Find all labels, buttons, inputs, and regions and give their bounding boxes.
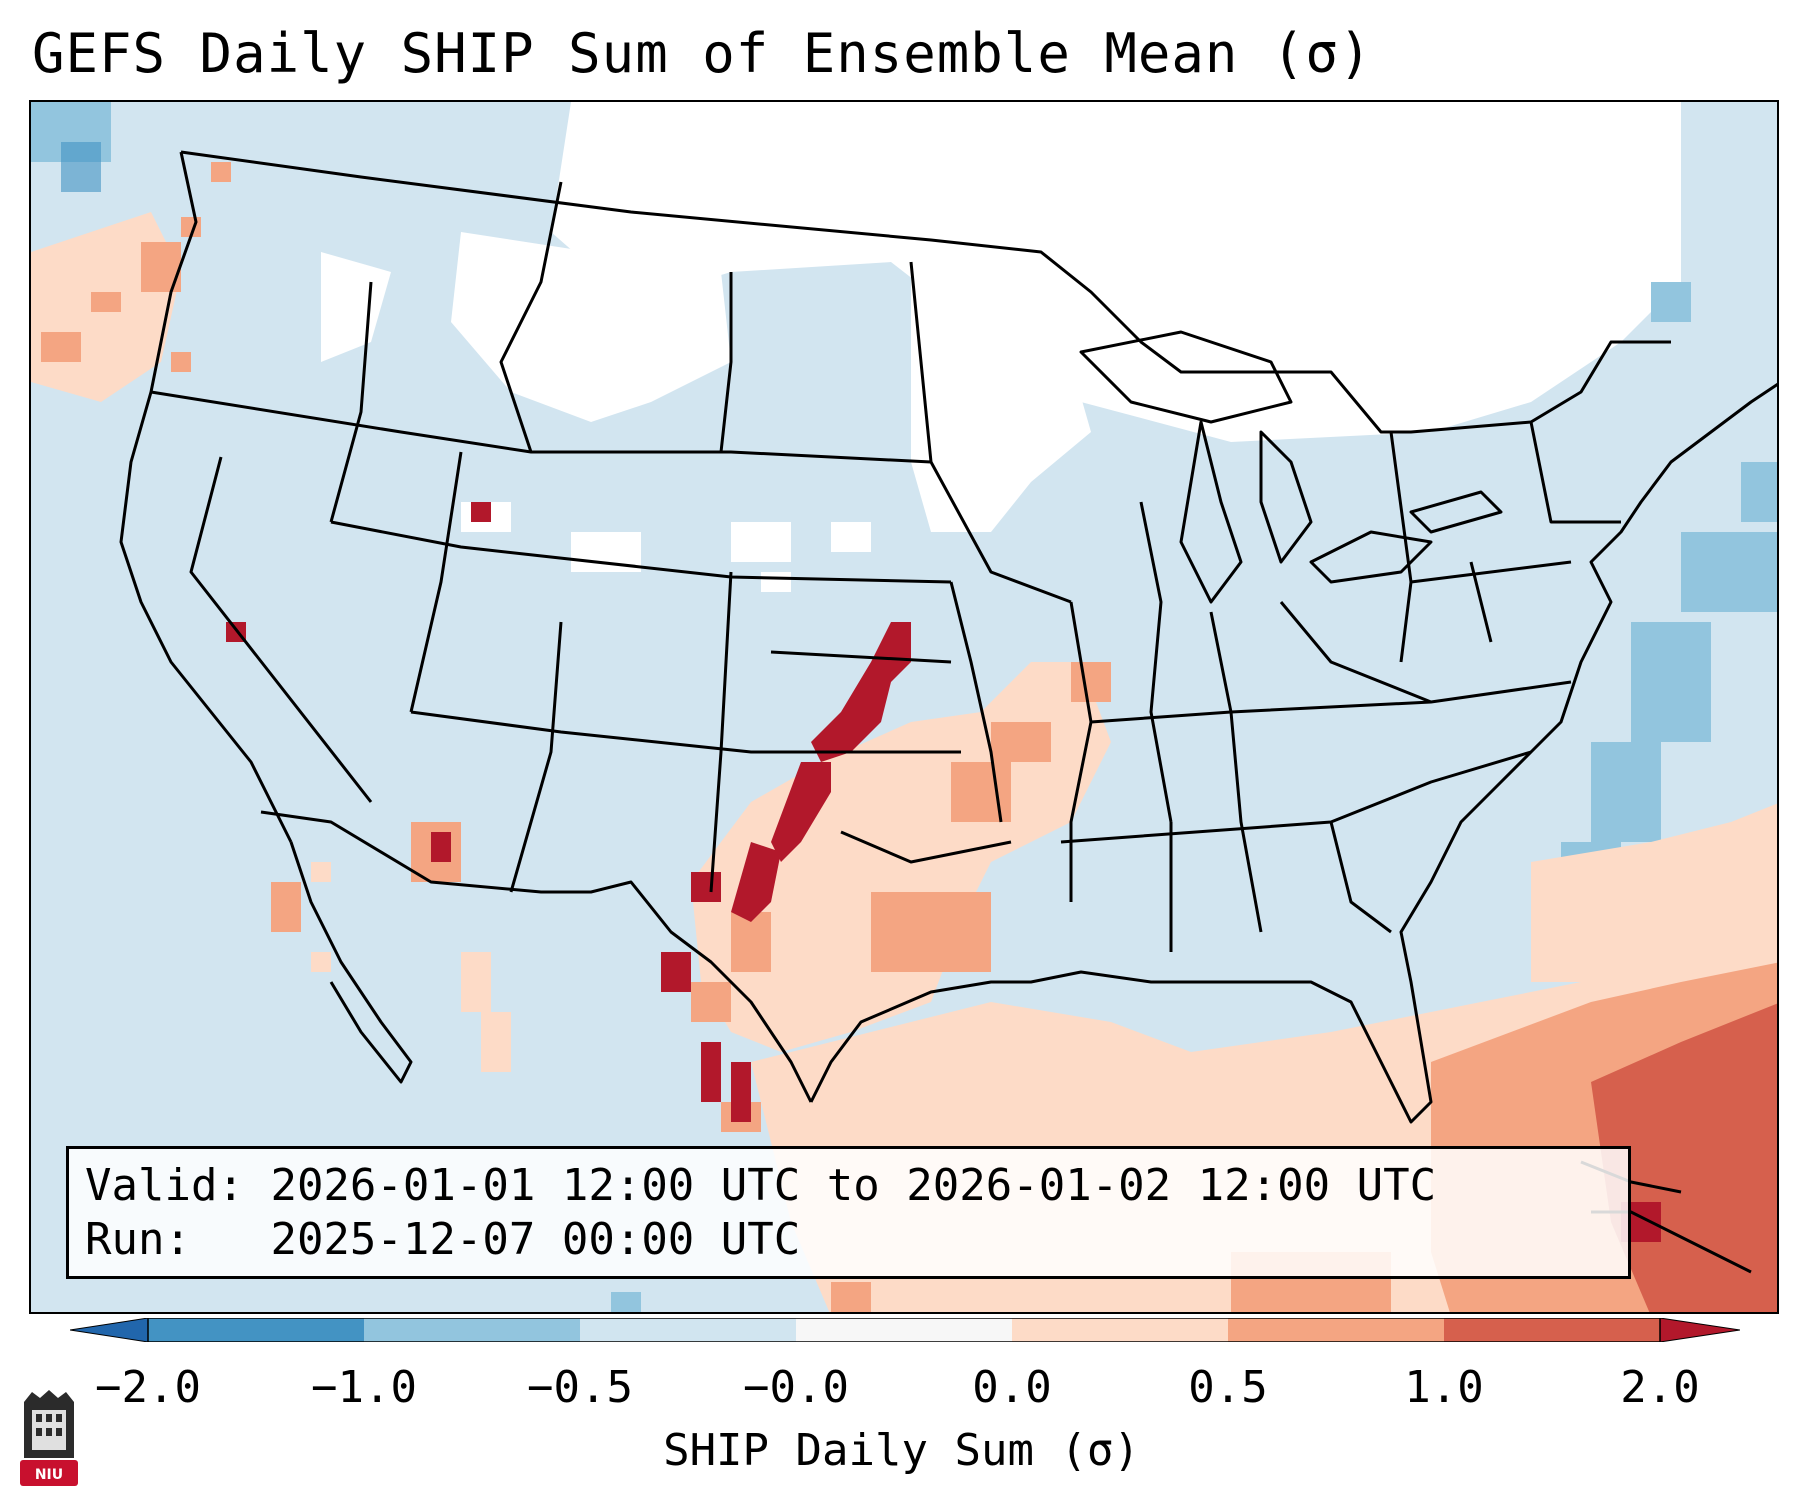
negative-anomaly-field [31, 102, 1777, 1312]
colorbar-label: SHIP Daily Sum (σ) [663, 1425, 1140, 1476]
valid-run-info-box: Valid: 2026-01-01 12:00 UTC to 2026-01-0… [66, 1146, 1631, 1279]
colorbar-tick-label: 0.0 [972, 1362, 1052, 1413]
neutral-field [321, 102, 1681, 592]
colorbar-tick-label: −2.0 [95, 1362, 201, 1413]
colorbar-seg-1 [148, 1318, 364, 1342]
colorbar [70, 1318, 1740, 1342]
colorbar-tick-label: 1.0 [1404, 1362, 1484, 1413]
colorbar-tick-label: −1.0 [311, 1362, 417, 1413]
valid-line: Valid: 2026-01-01 12:00 UTC to 2026-01-0… [85, 1159, 1612, 1213]
niu-logo: NIU [20, 1390, 78, 1486]
valid-connector: to [826, 1160, 880, 1211]
valid-end: 2026-01-02 12:00 UTC [906, 1160, 1437, 1211]
logo-text: NIU [35, 1467, 63, 1483]
colorbar-seg-4 [796, 1318, 1012, 1342]
colorbar-seg-7 [1444, 1318, 1660, 1342]
colorbar-seg-5 [1012, 1318, 1228, 1342]
colorbar-seg-3 [580, 1318, 796, 1342]
colorbar-seg-6 [1228, 1318, 1444, 1342]
map-svg [31, 102, 1777, 1312]
colorbar-seg-2 [364, 1318, 580, 1342]
chart-title: GEFS Daily SHIP Sum of Ensemble Mean (σ) [32, 22, 1373, 85]
run-line: Run: 2025-12-07 00:00 UTC [85, 1213, 1612, 1267]
colorbar-tick-label: −0.0 [743, 1362, 849, 1413]
valid-label: Valid: [85, 1160, 244, 1211]
map-panel [29, 100, 1779, 1314]
colorbar-extend-high [1659, 1318, 1740, 1342]
political-borders [119, 150, 1777, 1274]
run-time: 2025-12-07 00:00 UTC [270, 1214, 801, 1265]
run-label: Run: [85, 1214, 191, 1265]
colorbar-tick-label: −0.5 [527, 1362, 633, 1413]
colorbar-tick-label: 2.0 [1620, 1362, 1700, 1413]
colorbar-extend-low [70, 1318, 149, 1342]
colorbar-tick-label: 0.5 [1188, 1362, 1268, 1413]
valid-start: 2026-01-01 12:00 UTC [270, 1160, 801, 1211]
